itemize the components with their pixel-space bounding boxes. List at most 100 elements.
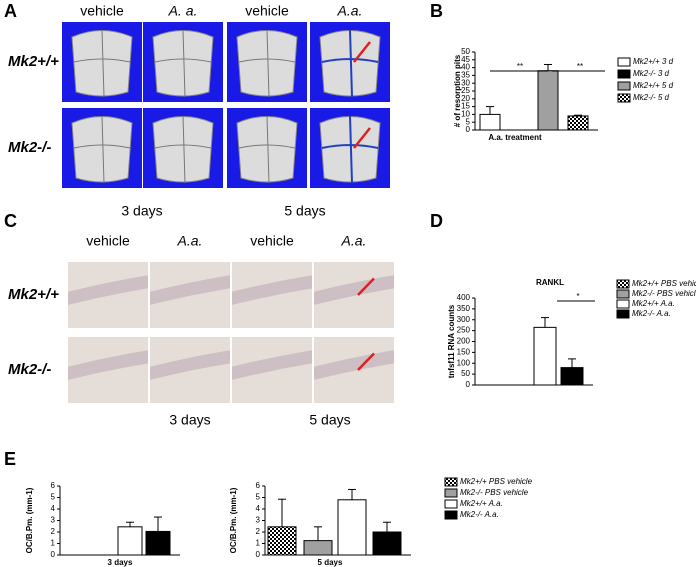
suture xyxy=(73,115,131,184)
panel-label: B xyxy=(430,1,443,21)
legend-label: Mk2+/+ 5 d xyxy=(633,81,674,90)
legend-label: Mk2-/- A.a. xyxy=(460,510,499,519)
column-header: vehicle xyxy=(245,3,289,19)
y-tick-label: 15 xyxy=(461,102,470,111)
skull-shape xyxy=(152,30,214,97)
bar xyxy=(537,70,559,131)
bar xyxy=(560,367,584,386)
y-tick-label: 400 xyxy=(457,293,471,302)
column-header: A.a. xyxy=(177,233,203,249)
y-tick-label: 2 xyxy=(256,527,261,536)
arrow xyxy=(357,352,375,371)
y-tick-label: 0 xyxy=(466,125,471,134)
y-axis-label: OC/B.Pm. (mm-1) xyxy=(229,487,238,553)
y-tick-label: 4 xyxy=(51,504,56,513)
column-header: vehicle xyxy=(80,3,124,19)
legend-label: Mk2-/- PBS vehicle xyxy=(460,488,529,497)
y-tick-label: 0 xyxy=(51,550,56,559)
legend-label: Mk2+/+ A.a. xyxy=(632,299,675,308)
tissue-band xyxy=(150,275,230,305)
y-tick-label: 0 xyxy=(466,380,471,389)
y-tick-label: 4 xyxy=(256,504,261,513)
tissue-band xyxy=(68,275,148,305)
legend-label: Mk2+/+ 3 d xyxy=(633,57,674,66)
row-label: Mk2-/- xyxy=(8,139,51,156)
y-tick-label: 20 xyxy=(461,94,470,103)
footer-label: 5 days xyxy=(284,203,325,219)
legend-swatch xyxy=(444,477,458,487)
tissue-band xyxy=(314,275,394,305)
skull-shape xyxy=(236,116,298,183)
y-tick-label: 50 xyxy=(461,47,470,56)
y-tick-label: 100 xyxy=(457,358,471,367)
panel-label: D xyxy=(430,211,443,231)
legend-label: Mk2-/- 3 d xyxy=(633,69,670,78)
suture xyxy=(154,115,212,184)
significance-label: ** xyxy=(517,62,523,71)
suture xyxy=(321,29,379,98)
x-axis-label: 5 days xyxy=(318,558,343,567)
tissue-band xyxy=(232,350,312,380)
y-tick-label: 10 xyxy=(461,110,470,119)
bar xyxy=(267,526,297,556)
y-tick-label: 40 xyxy=(461,63,470,72)
bar xyxy=(479,113,501,131)
tissue-band xyxy=(232,275,312,305)
y-tick-label: 350 xyxy=(457,304,471,313)
row-label: Mk2+/+ xyxy=(8,286,59,303)
y-tick-label: 3 xyxy=(51,516,56,525)
legend-label: Mk2+/+ PBS vehicle xyxy=(460,477,533,486)
panel-label: A xyxy=(4,1,17,21)
skull-shape xyxy=(71,116,133,183)
legend-swatch xyxy=(616,309,630,319)
bar xyxy=(372,531,402,556)
column-header: vehicle xyxy=(250,233,294,249)
y-tick-label: 1 xyxy=(256,539,261,548)
footer-label: 5 days xyxy=(309,412,350,428)
arrow xyxy=(353,41,371,63)
bar xyxy=(303,540,333,556)
column-header: A.a. xyxy=(337,3,363,19)
y-tick-label: 0 xyxy=(256,550,261,559)
bar xyxy=(145,530,171,556)
y-tick-label: 50 xyxy=(461,369,470,378)
x-axis-label: A.a. treatment xyxy=(488,133,542,142)
legend-swatch xyxy=(616,299,630,309)
legend-swatch xyxy=(617,81,631,91)
tissue-band xyxy=(150,350,230,380)
y-axis-label: OC/B.Pm. (mm-1) xyxy=(25,487,34,553)
legend-swatch xyxy=(617,93,631,103)
arrow xyxy=(353,127,371,149)
legend-swatch xyxy=(616,289,630,299)
y-tick-label: 200 xyxy=(457,337,471,346)
legend-label: Mk2-/- PBS vehicle xyxy=(632,289,696,298)
y-tick-label: 250 xyxy=(457,326,471,335)
significance-label: * xyxy=(576,292,579,301)
bar xyxy=(567,115,589,131)
significance-label: ** xyxy=(577,62,583,71)
legend-swatch xyxy=(444,510,458,520)
suture xyxy=(238,115,296,184)
panel-label: E xyxy=(4,449,16,469)
y-tick-label: 45 xyxy=(461,55,470,64)
legend-swatch xyxy=(617,69,631,79)
column-header: A. a. xyxy=(168,3,198,19)
legend-label: Mk2+/+ A.a. xyxy=(460,499,503,508)
panel-label: C xyxy=(4,211,17,231)
row-label: Mk2-/- xyxy=(8,361,51,378)
y-tick-label: 3 xyxy=(256,516,261,525)
bar xyxy=(337,499,367,556)
skull-shape xyxy=(236,30,298,97)
legend-label: Mk2-/- A.a. xyxy=(632,309,671,318)
bar xyxy=(117,526,143,556)
arrow xyxy=(357,277,375,296)
footer-label: 3 days xyxy=(169,412,210,428)
suture xyxy=(321,115,379,184)
x-axis-label: 3 days xyxy=(108,558,133,567)
footer-label: 3 days xyxy=(121,203,162,219)
tissue-band xyxy=(68,350,148,380)
legend-label: Mk2+/+ PBS vehicle xyxy=(632,279,696,288)
y-tick-label: 6 xyxy=(51,481,56,490)
y-tick-label: 2 xyxy=(51,527,56,536)
